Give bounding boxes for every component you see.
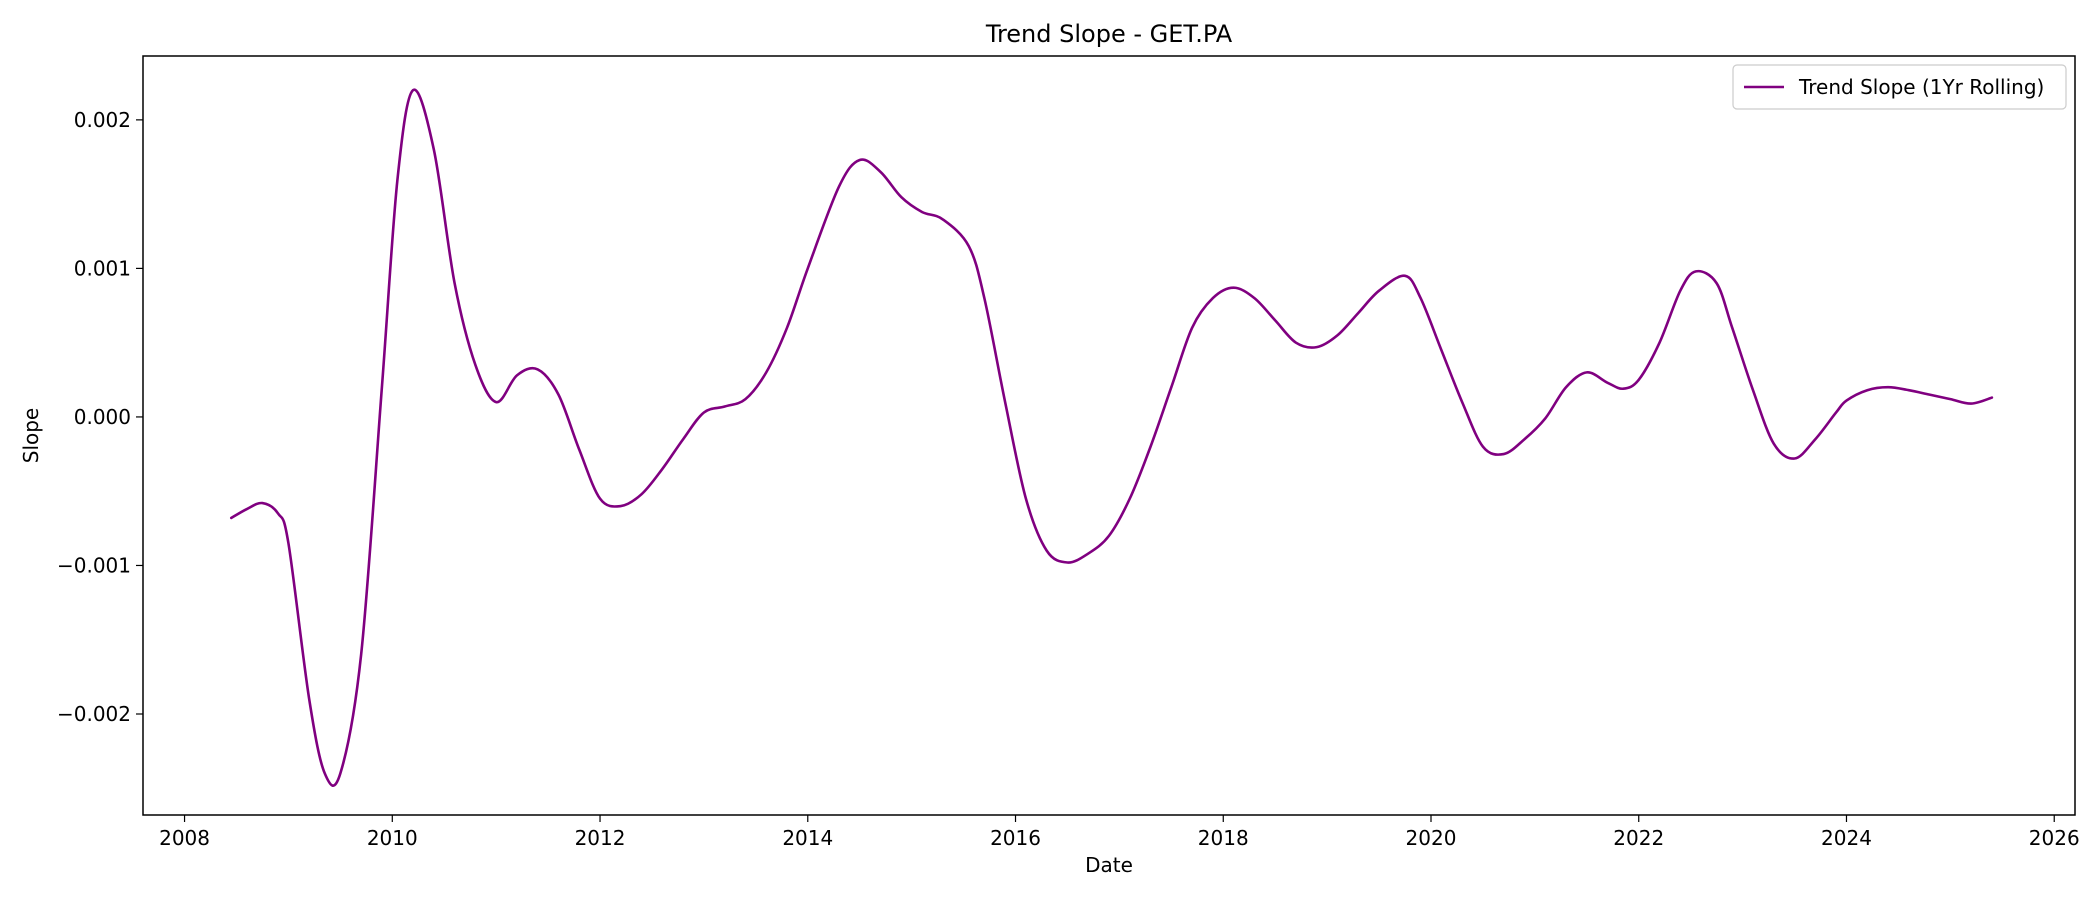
x-tick-label: 2018 [1198, 826, 1249, 850]
y-tick-label: 0.001 [74, 256, 131, 280]
x-tick-label: 2016 [990, 826, 1041, 850]
x-tick-label: 2024 [1821, 826, 1872, 850]
legend-box [1732, 64, 2067, 110]
chart-title: Trend Slope - GET.PA [985, 20, 1233, 48]
x-tick-label: 2022 [1613, 826, 1664, 850]
x-tick-label: 2026 [2029, 826, 2080, 850]
y-tick-label: 0.000 [74, 405, 131, 429]
series-line [229, 88, 1994, 787]
x-axis-title: Date [1085, 853, 1133, 877]
y-tick-label: 0.002 [74, 108, 131, 132]
x-tick-label: 2012 [575, 826, 626, 850]
x-tick-label: 2020 [1406, 826, 1457, 850]
legend: Trend Slope (1Yr Rolling) [1732, 64, 2067, 110]
y-axis-title: Slope [19, 408, 43, 464]
legend-label: Trend Slope (1Yr Rolling) [1798, 75, 2044, 99]
x-tick-label: 2010 [367, 826, 418, 850]
y-tick-label: −0.001 [57, 553, 131, 577]
axes-frame [142, 55, 2076, 816]
plot-area: 2008 2010 2012 2014 2016 2018 2020 2022 2024 2026… [57, 55, 2080, 850]
y-tick-label: −0.002 [57, 702, 131, 726]
x-tick-label: 2014 [782, 826, 833, 850]
x-tick-label: 2008 [159, 826, 210, 850]
